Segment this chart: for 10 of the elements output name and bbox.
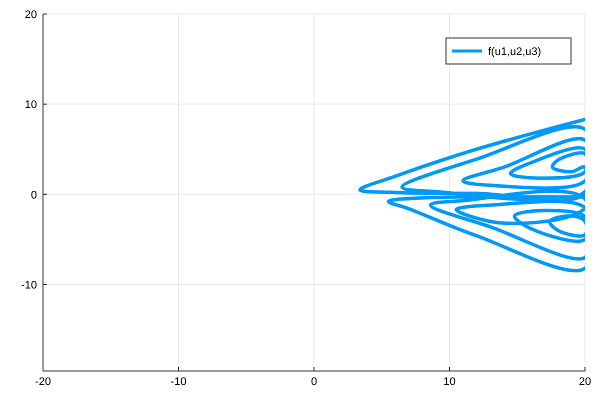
x-tick-label: 10	[443, 376, 456, 388]
y-tick-label: 0	[30, 189, 37, 202]
y-tick-label: 10	[24, 99, 37, 112]
y-tick-label: -10	[21, 279, 37, 292]
x-tick-label: 0	[310, 376, 318, 388]
x-tick-label: 20	[578, 376, 592, 388]
legend-label: f(u1,u2,u3)	[488, 46, 542, 58]
x-tick-label: -10	[170, 376, 186, 388]
y-tick-label: 20	[24, 9, 37, 21]
x-tick-label: -20	[35, 376, 51, 388]
